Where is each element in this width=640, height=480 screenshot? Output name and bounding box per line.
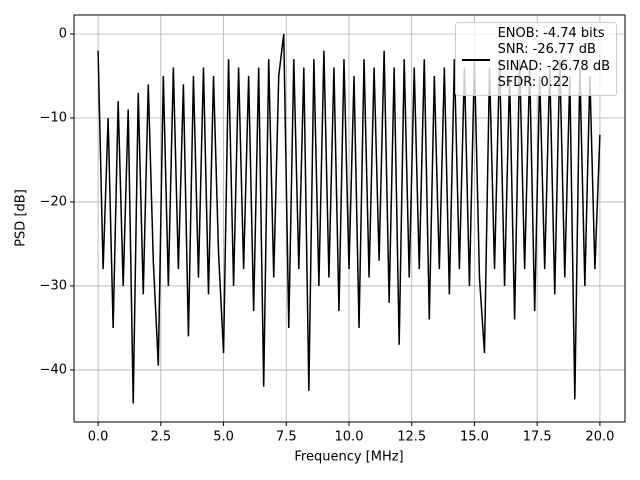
x-axis-label: Frequency [MHz] — [294, 450, 403, 465]
y-axis-label: PSD [dB] — [14, 189, 29, 247]
legend-handle — [461, 58, 490, 61]
x-tick-label: 7.5 — [276, 430, 297, 445]
x-tick-label: 2.5 — [150, 430, 171, 445]
x-tick-label: 10.0 — [335, 430, 364, 445]
x-tick-label: 5.0 — [213, 430, 234, 445]
x-tick-label: 15.0 — [460, 430, 489, 445]
legend-label: ENOB: -4.74 bits SNR: -26.77 dB SINAD: -… — [497, 26, 610, 91]
y-tick-label: −20 — [40, 194, 67, 209]
psd-line — [97, 33, 601, 404]
plot-frame — [73, 14, 626, 423]
y-tick-label: −40 — [40, 362, 67, 377]
x-tick-label: 20.0 — [585, 430, 614, 445]
y-tick-label: 0 — [59, 26, 67, 41]
y-tick-label: −10 — [40, 110, 67, 125]
x-tick-label: 17.5 — [523, 430, 552, 445]
x-tick-label: 0.0 — [88, 430, 109, 445]
legend: ENOB: -4.74 bits SNR: -26.77 dB SINAD: -… — [454, 22, 617, 96]
y-tick-label: −30 — [40, 278, 67, 293]
x-tick-label: 12.5 — [397, 430, 426, 445]
